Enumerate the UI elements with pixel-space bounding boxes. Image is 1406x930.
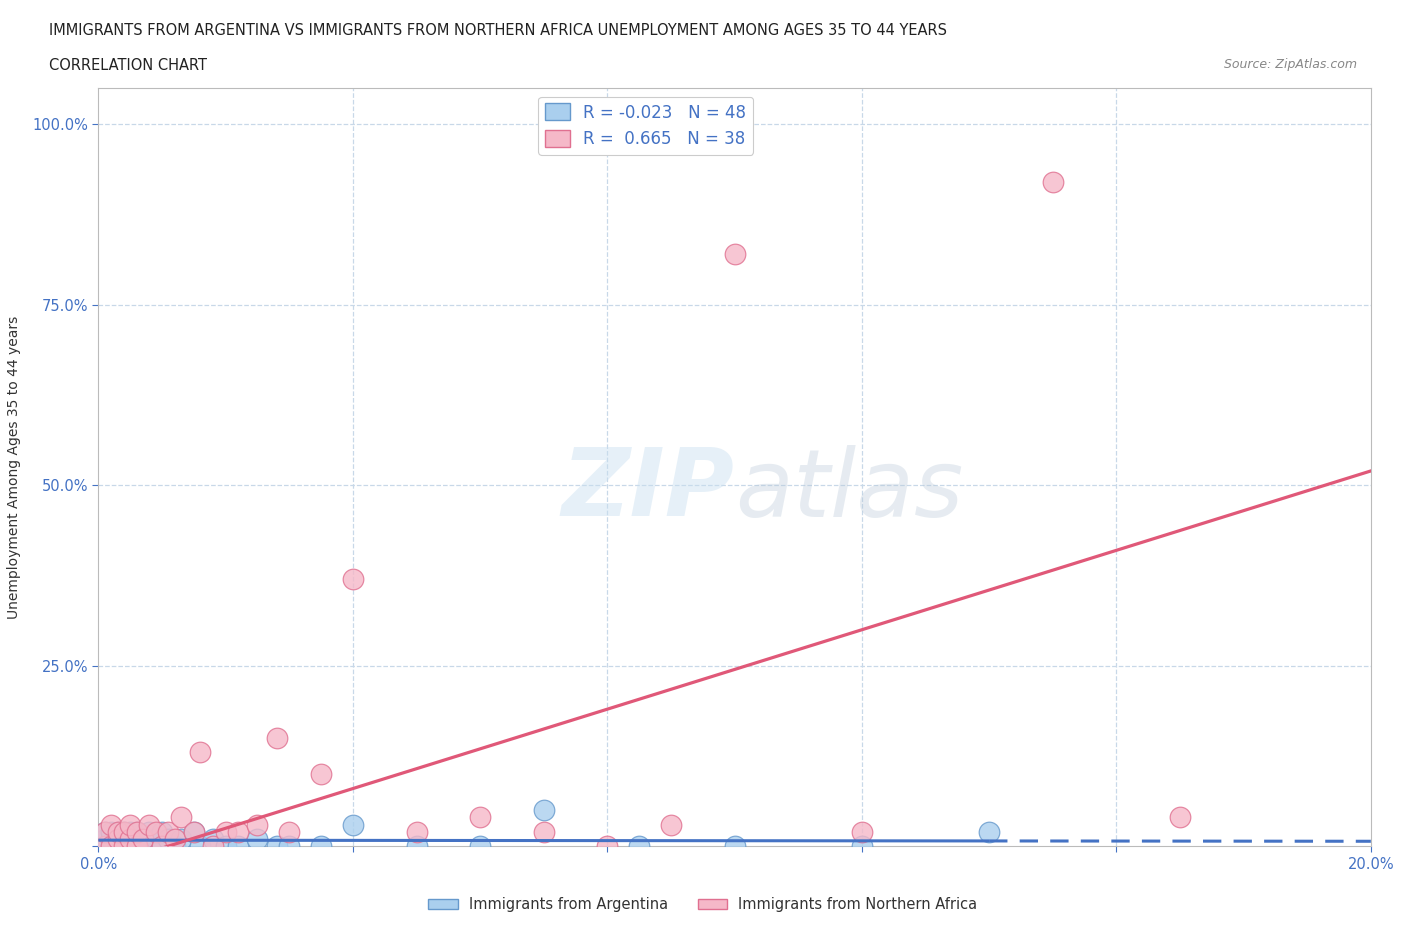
Text: IMMIGRANTS FROM ARGENTINA VS IMMIGRANTS FROM NORTHERN AFRICA UNEMPLOYMENT AMONG : IMMIGRANTS FROM ARGENTINA VS IMMIGRANTS … [49, 23, 948, 38]
Text: ZIP: ZIP [562, 444, 734, 536]
Point [278, 839, 301, 854]
Point [150, 839, 173, 854]
Point [100, 817, 122, 832]
Point [188, 839, 211, 854]
Point [100, 839, 122, 854]
Point [214, 839, 236, 854]
Point [132, 831, 155, 846]
Point [470, 839, 492, 854]
Point [107, 824, 129, 839]
Point [112, 839, 135, 854]
Point [145, 839, 167, 854]
Text: Source: ZipAtlas.com: Source: ZipAtlas.com [1223, 58, 1357, 71]
Point [100, 839, 122, 854]
Point [533, 803, 555, 817]
Point [266, 731, 288, 746]
Point [112, 839, 135, 854]
Point [163, 839, 186, 854]
Point [120, 831, 142, 846]
Point [107, 831, 129, 846]
Point [183, 824, 205, 839]
Point [100, 839, 122, 854]
Text: atlas: atlas [734, 445, 963, 536]
Point [107, 831, 129, 846]
Point [100, 824, 122, 839]
Point [138, 839, 160, 854]
Point [851, 824, 873, 839]
Point [94, 824, 117, 839]
Point [120, 817, 142, 832]
Point [94, 824, 117, 839]
Point [724, 247, 747, 262]
Point [851, 839, 873, 854]
Point [125, 824, 148, 839]
Point [100, 831, 122, 846]
Point [470, 810, 492, 825]
Point [214, 824, 236, 839]
Point [188, 745, 211, 760]
Point [112, 831, 135, 846]
Point [342, 572, 364, 587]
Point [145, 824, 167, 839]
Point [266, 839, 288, 854]
Point [533, 824, 555, 839]
Point [138, 817, 160, 832]
Point [278, 824, 301, 839]
Point [596, 839, 619, 854]
Point [309, 766, 332, 781]
Point [724, 839, 747, 854]
Point [309, 839, 332, 854]
Point [107, 824, 129, 839]
Point [150, 824, 173, 839]
Point [112, 824, 135, 839]
Point [150, 839, 173, 854]
Point [659, 817, 682, 832]
Point [405, 824, 427, 839]
Legend: R = -0.023   N = 48, R =  0.665   N = 38: R = -0.023 N = 48, R = 0.665 N = 38 [538, 97, 752, 154]
Point [125, 831, 148, 846]
Point [170, 810, 193, 825]
Point [183, 824, 205, 839]
Y-axis label: Unemployment Among Ages 35 to 44 years: Unemployment Among Ages 35 to 44 years [7, 315, 21, 619]
Point [94, 831, 117, 846]
Point [138, 824, 160, 839]
Point [228, 824, 250, 839]
Point [405, 839, 427, 854]
Point [94, 839, 117, 854]
Point [157, 824, 180, 839]
Point [628, 839, 651, 854]
Point [228, 839, 250, 854]
Point [125, 839, 148, 854]
Point [125, 839, 148, 854]
Point [107, 839, 129, 854]
Point [145, 831, 167, 846]
Point [120, 824, 142, 839]
Point [1168, 810, 1191, 825]
Point [112, 824, 135, 839]
Point [132, 831, 155, 846]
Point [170, 831, 193, 846]
Legend: Immigrants from Argentina, Immigrants from Northern Africa: Immigrants from Argentina, Immigrants fr… [423, 891, 983, 918]
Point [125, 824, 148, 839]
Point [163, 831, 186, 846]
Point [979, 824, 1001, 839]
Point [246, 817, 269, 832]
Point [107, 839, 129, 854]
Point [246, 831, 269, 846]
Point [132, 839, 155, 854]
Point [201, 831, 224, 846]
Point [120, 839, 142, 854]
Point [342, 817, 364, 832]
Point [94, 839, 117, 854]
Point [201, 839, 224, 854]
Point [157, 831, 180, 846]
Point [1042, 175, 1064, 190]
Point [120, 831, 142, 846]
Text: CORRELATION CHART: CORRELATION CHART [49, 58, 207, 73]
